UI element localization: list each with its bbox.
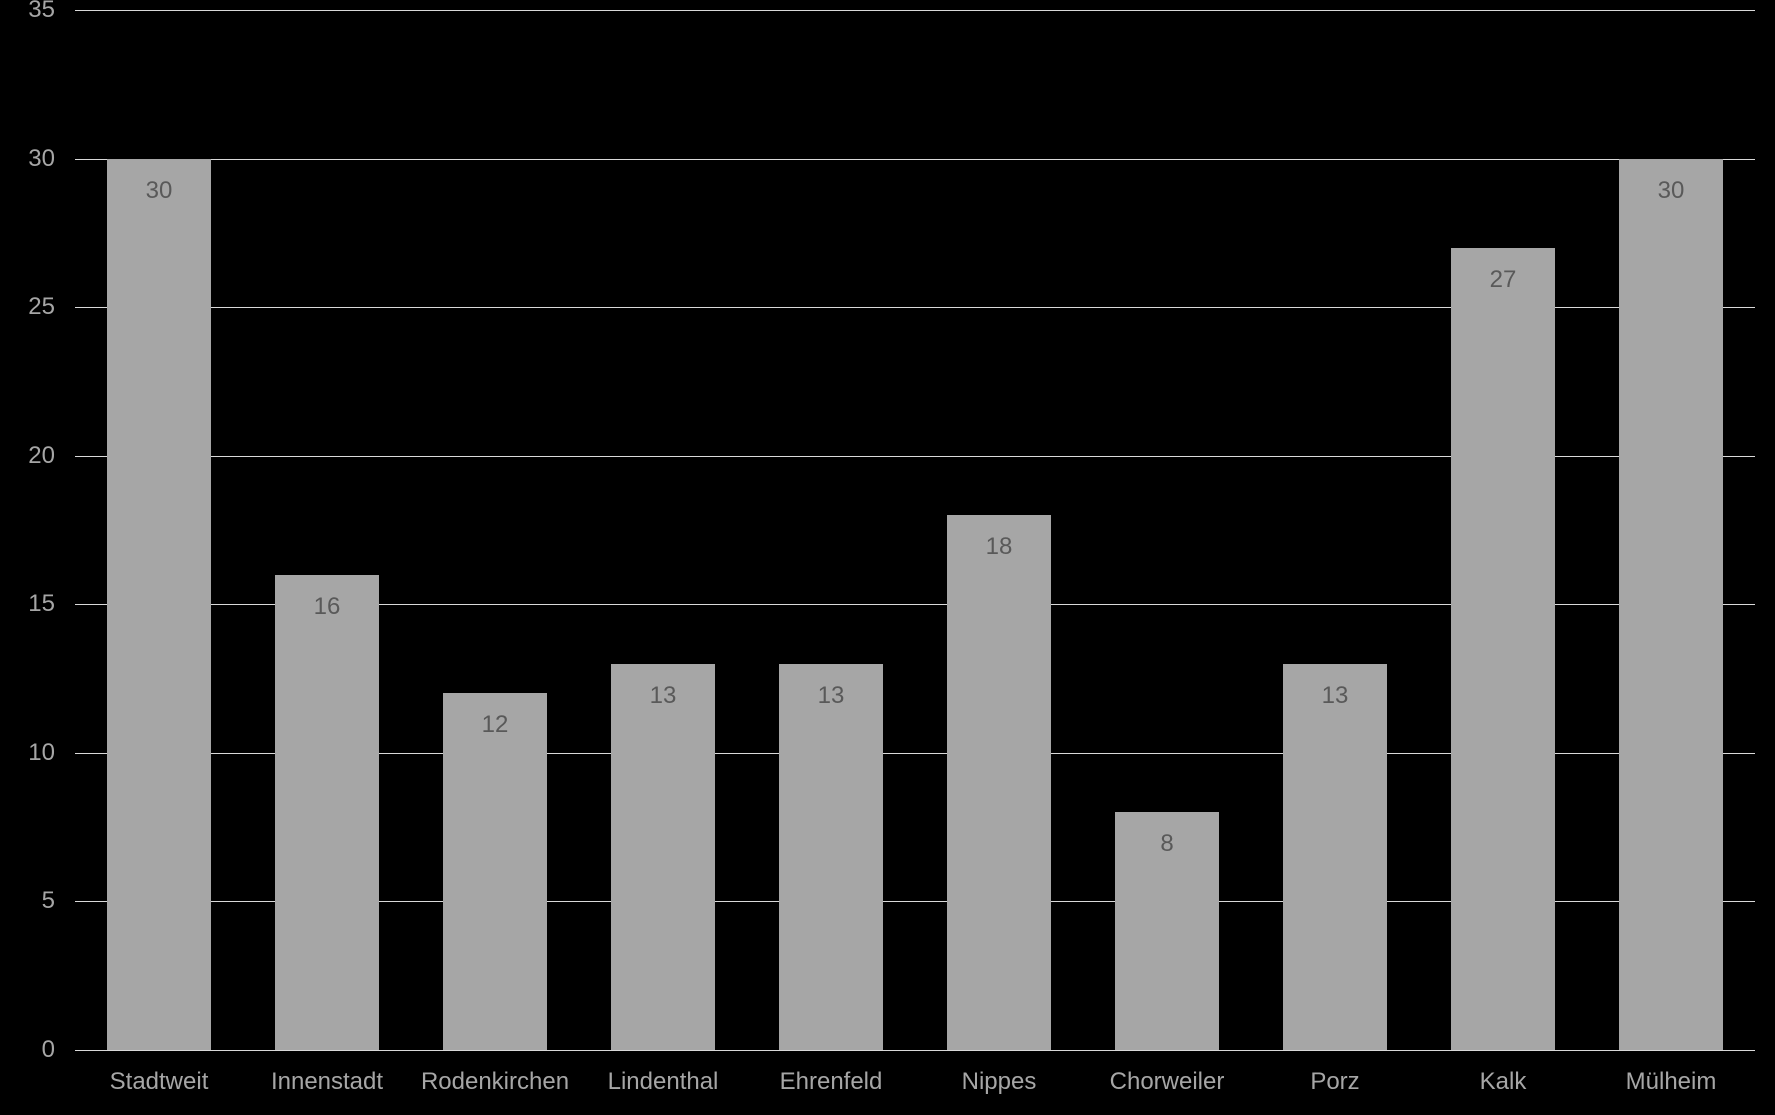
- ytick-label: 15: [0, 590, 55, 618]
- bar: [611, 664, 715, 1050]
- bar: [947, 515, 1051, 1050]
- bar-value-label: 30: [1658, 177, 1685, 205]
- bar-value-label: 18: [986, 533, 1013, 561]
- xtick-label: Ehrenfeld: [780, 1068, 883, 1096]
- bar-chart: 30 16 12 13 13 18 8 13 27 30 0 5 10 15 20 25 30 35 Stadtw…: [0, 0, 1775, 1115]
- bar-value-label: 8: [1160, 830, 1173, 858]
- xtick-label: Chorweiler: [1110, 1068, 1225, 1096]
- ytick-label: 25: [0, 293, 55, 321]
- bar-value-label: 30: [146, 177, 173, 205]
- xtick-label: Mülheim: [1626, 1068, 1717, 1096]
- plot-area: 30 16 12 13 13 18 8 13 27 30: [75, 10, 1755, 1050]
- bar-value-label: 16: [314, 593, 341, 621]
- ytick-label: 5: [0, 887, 55, 915]
- bar: [1619, 159, 1723, 1050]
- bar: [443, 693, 547, 1050]
- ytick-label: 0: [0, 1036, 55, 1064]
- xtick-label: Rodenkirchen: [421, 1068, 569, 1096]
- ytick-label: 20: [0, 442, 55, 470]
- xtick-label: Innenstadt: [271, 1068, 383, 1096]
- ytick-label: 35: [0, 0, 55, 24]
- bar: [107, 159, 211, 1050]
- ytick-label: 10: [0, 739, 55, 767]
- xtick-label: Lindenthal: [608, 1068, 719, 1096]
- bar: [1451, 248, 1555, 1050]
- bar-value-label: 12: [482, 711, 509, 739]
- xtick-label: Kalk: [1480, 1068, 1527, 1096]
- xtick-label: Porz: [1310, 1068, 1359, 1096]
- xtick-label: Stadtweit: [110, 1068, 209, 1096]
- gridline: [75, 10, 1755, 11]
- bar-value-label: 13: [1322, 682, 1349, 710]
- bar-value-label: 13: [650, 682, 677, 710]
- bar: [779, 664, 883, 1050]
- bar-value-label: 27: [1490, 266, 1517, 294]
- gridline: [75, 1050, 1755, 1051]
- xtick-label: Nippes: [962, 1068, 1037, 1096]
- ytick-label: 30: [0, 145, 55, 173]
- bar-value-label: 13: [818, 682, 845, 710]
- bar: [1283, 664, 1387, 1050]
- gridline: [75, 159, 1755, 160]
- bar: [275, 575, 379, 1050]
